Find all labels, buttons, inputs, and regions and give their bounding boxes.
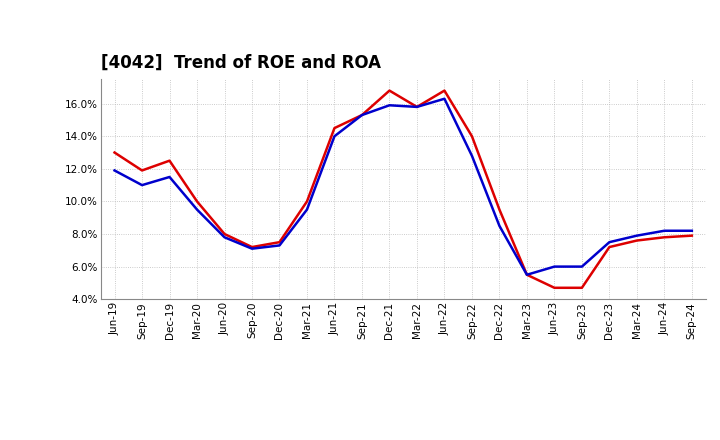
ROA — [220, 235, 229, 240]
ROE — [330, 125, 339, 131]
ROA — [193, 207, 202, 212]
ROE — [440, 88, 449, 93]
ROA — [413, 104, 421, 110]
ROA — [495, 223, 504, 228]
ROE — [248, 244, 256, 249]
ROA — [275, 243, 284, 248]
ROE — [605, 244, 613, 249]
ROE — [523, 272, 531, 277]
ROE — [660, 235, 669, 240]
ROE — [275, 239, 284, 245]
ROA — [385, 103, 394, 108]
ROE — [688, 233, 696, 238]
ROE — [302, 199, 311, 204]
ROE — [220, 231, 229, 237]
ROA — [633, 233, 642, 238]
ROE — [413, 104, 421, 110]
ROE — [385, 88, 394, 93]
Line: ROA: ROA — [114, 99, 692, 275]
ROE — [110, 150, 119, 155]
Line: ROE: ROE — [114, 91, 692, 288]
ROE — [550, 285, 559, 290]
ROA — [358, 112, 366, 117]
ROA — [330, 134, 339, 139]
ROA — [302, 207, 311, 212]
ROA — [577, 264, 586, 269]
ROE — [138, 168, 146, 173]
ROA — [688, 228, 696, 233]
ROE — [358, 112, 366, 117]
ROA — [440, 96, 449, 101]
ROE — [495, 207, 504, 212]
ROE — [467, 134, 476, 139]
ROA — [138, 183, 146, 188]
ROE — [633, 238, 642, 243]
ROE — [165, 158, 174, 163]
ROA — [467, 153, 476, 158]
ROA — [248, 246, 256, 251]
ROA — [523, 272, 531, 277]
Text: [4042]  Trend of ROE and ROA: [4042] Trend of ROE and ROA — [101, 54, 381, 72]
ROE — [193, 199, 202, 204]
ROE — [577, 285, 586, 290]
ROA — [660, 228, 669, 233]
ROA — [165, 174, 174, 180]
ROA — [550, 264, 559, 269]
ROA — [110, 168, 119, 173]
ROA — [605, 239, 613, 245]
